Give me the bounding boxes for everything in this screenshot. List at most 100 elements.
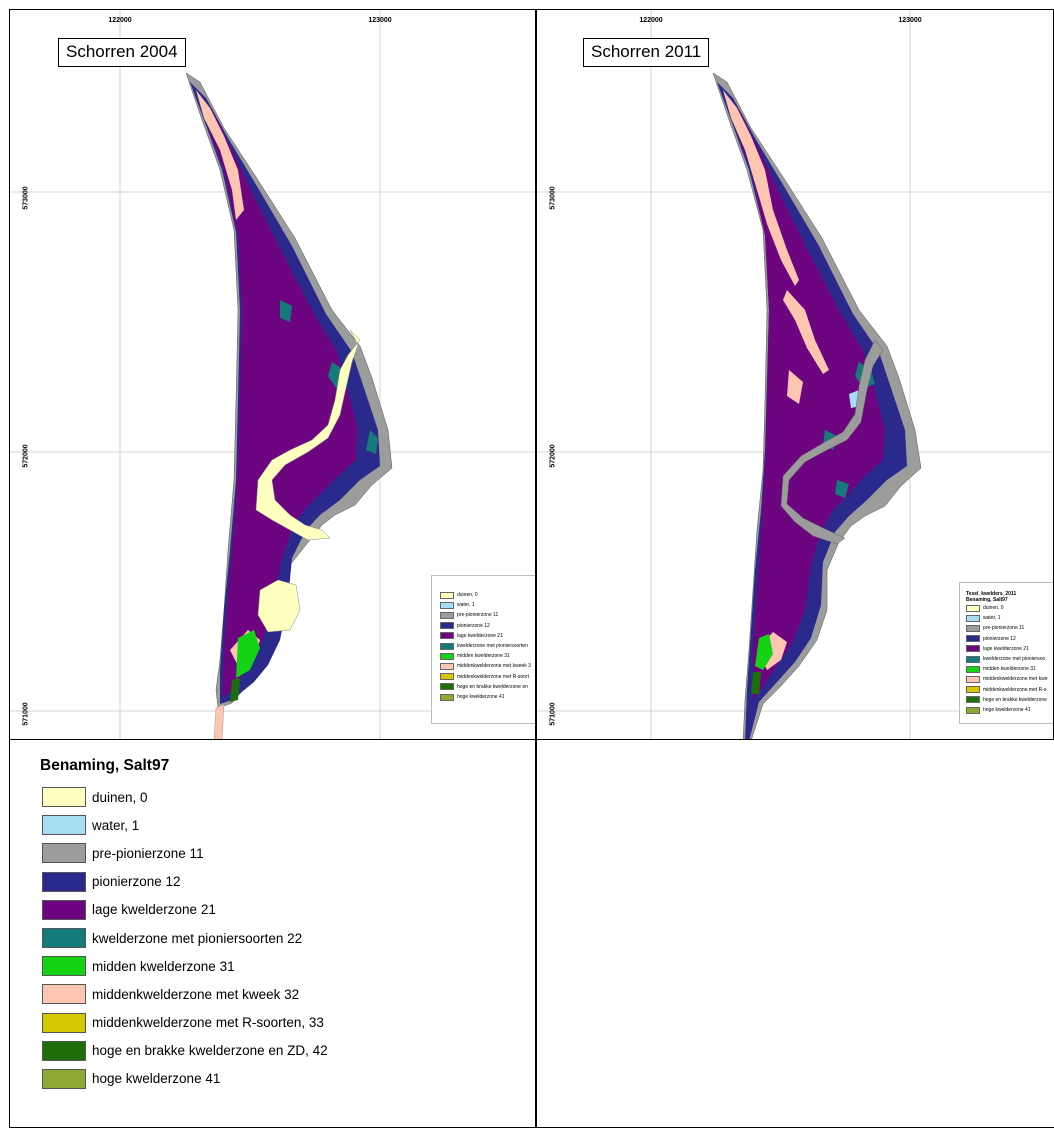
legend-label: middenkwelderzone met R-soorten, 33 bbox=[92, 1015, 324, 1031]
inset-legend-label: midden kwelderzone 31 bbox=[983, 666, 1036, 673]
legend-item: kwelderzone met pioniersoorten 22 bbox=[42, 924, 328, 952]
inset-legend-swatch bbox=[440, 673, 454, 681]
inset-legend-label: water, 1 bbox=[457, 602, 475, 609]
map-title: Schorren 2011 bbox=[583, 38, 710, 67]
legend-label: duinen, 0 bbox=[92, 789, 148, 805]
legend-label: kwelderzone met pioniersoorten 22 bbox=[92, 930, 303, 946]
inset-legend-item: pre-pionierzone 11 bbox=[966, 623, 1053, 633]
legend-item: hoge en brakke kwelderzone en ZD, 42 bbox=[42, 1037, 328, 1065]
inset-legend-item: midden kwelderzone 31 bbox=[966, 664, 1053, 674]
inset-legend-swatch bbox=[966, 706, 980, 714]
legend-swatch bbox=[42, 843, 86, 864]
map-panel-2004: Schorren 2004 122000 123000 573000 57200… bbox=[9, 9, 536, 740]
inset-legend-swatch bbox=[440, 591, 454, 599]
x-tick-label: 123000 bbox=[898, 17, 922, 24]
inset-legend-item: hoge en brakke kwelderzone bbox=[966, 695, 1053, 705]
inset-legend-swatch bbox=[966, 696, 980, 704]
legend-swatch bbox=[42, 1040, 86, 1061]
legend-swatch bbox=[42, 815, 86, 836]
legend-item: middenkwelderzone met R-soorten, 33 bbox=[42, 1009, 328, 1037]
inset-legend-label: pionierzone 12 bbox=[983, 635, 1016, 642]
legend-swatch bbox=[42, 899, 86, 920]
inset-legend-label: midden kwelderzone 31 bbox=[457, 653, 510, 660]
y-tick-label: 573000 bbox=[22, 186, 30, 210]
inset-legend-swatch bbox=[966, 625, 980, 632]
inset-legend-label: kwelderzone met pioniersoo bbox=[983, 656, 1046, 663]
legend-swatch bbox=[42, 956, 86, 977]
inset-legend-item: middenkwelderzone met kwe bbox=[966, 674, 1053, 684]
inset-legend-swatch bbox=[440, 632, 454, 640]
inset-legend-label: hoge en brakke kwelderzone bbox=[983, 696, 1047, 703]
legend-item: pionierzone 12 bbox=[42, 868, 328, 896]
inset-legend-label: hoge en brakke kwelderzone en bbox=[457, 683, 528, 690]
salt-marsh-map-2004 bbox=[10, 10, 535, 739]
inset-legend-label: hoge kwelderzone 41 bbox=[983, 707, 1031, 714]
legend-item: lage kwelderzone 21 bbox=[42, 896, 328, 924]
y-tick-label: 571000 bbox=[22, 702, 30, 726]
inset-legend-swatch bbox=[966, 655, 980, 663]
inset-legend-swatch bbox=[440, 601, 454, 609]
legend-item: duinen, 0 bbox=[42, 783, 328, 811]
inset-legend-item: middenkwelderzone met kweek 3 bbox=[440, 661, 535, 671]
inset-legend-item: pre-pionierzone 11 bbox=[440, 610, 535, 620]
inset-legend-swatch bbox=[440, 693, 454, 701]
y-tick-label: 572000 bbox=[549, 444, 557, 468]
inset-legend-title: Texel_kwelders_2011 bbox=[966, 591, 1017, 597]
map-panel-2011: Schorren 2011 122000 123000 573000 57200… bbox=[536, 9, 1054, 740]
inset-legend-label: lage kwelderzone 21 bbox=[457, 632, 503, 639]
y-tick-label: 571000 bbox=[549, 702, 557, 726]
inset-legend-item: duinen, 0 bbox=[440, 590, 535, 600]
inset-legend-item: pionierzone 12 bbox=[966, 634, 1053, 644]
salt-marsh-map-2011 bbox=[537, 10, 1053, 739]
inset-legend-item: duinen, 0 bbox=[966, 603, 1053, 613]
x-tick-label: 123000 bbox=[368, 17, 392, 24]
inset-legend-item: hoge kwelderzone 41 bbox=[440, 692, 535, 702]
inset-legend-swatch bbox=[966, 665, 980, 673]
inset-legend-item: hoge en brakke kwelderzone en bbox=[440, 682, 535, 692]
legend-label: lage kwelderzone 21 bbox=[92, 902, 216, 918]
inset-legend-swatch bbox=[440, 612, 454, 619]
inset-legend-label: pre-pionierzone 11 bbox=[457, 612, 499, 619]
inset-legend-item: lage kwelderzone 21 bbox=[440, 631, 535, 641]
inset-legend-swatch bbox=[966, 645, 980, 653]
legend-item: water, 1 bbox=[42, 811, 328, 839]
y-tick-label: 573000 bbox=[549, 186, 557, 210]
inset-legend-swatch bbox=[440, 652, 454, 660]
legend-item: hoge kwelderzone 41 bbox=[42, 1065, 328, 1093]
inset-legend-swatch bbox=[440, 622, 454, 630]
inset-legend-item: middenkwelderzone met R-s bbox=[966, 685, 1053, 695]
inset-legend-label: water, 1 bbox=[983, 615, 1001, 622]
legend-label: hoge en brakke kwelderzone en ZD, 42 bbox=[92, 1043, 328, 1059]
inset-legend-item: hoge kwelderzone 41 bbox=[966, 705, 1053, 715]
x-tick-label: 122000 bbox=[639, 17, 663, 24]
legend-item: middenkwelderzone met kweek 32 bbox=[42, 980, 328, 1008]
inset-legend-label: pre-pionierzone 11 bbox=[983, 625, 1025, 632]
inset-legend-item: midden kwelderzone 31 bbox=[440, 651, 535, 661]
legend-list: duinen, 0 water, 1 pre-pionierzone 11 pioni… bbox=[42, 783, 328, 1093]
y-tick-label: 572000 bbox=[22, 444, 30, 468]
inset-legend-item: pionierzone 12 bbox=[440, 621, 535, 631]
inset-legend-item: water, 1 bbox=[440, 600, 535, 610]
inset-legend-item: water, 1 bbox=[966, 613, 1053, 623]
inset-legend-swatch bbox=[966, 614, 980, 622]
inset-legend-item: kwelderzone met pioniersoorten bbox=[440, 641, 535, 651]
inset-legend-label: duinen, 0 bbox=[457, 592, 478, 598]
legend-label: hoge kwelderzone 41 bbox=[92, 1071, 221, 1087]
inset-legend-swatch bbox=[440, 642, 454, 650]
legend-swatch bbox=[42, 787, 86, 808]
inset-legend-label: middenkwelderzone met R-soort bbox=[457, 673, 529, 680]
legend-swatch bbox=[42, 1068, 86, 1089]
inset-legend: duinen, 0 water, 1 pre-pionierzone 11 pioni… bbox=[431, 575, 535, 724]
inset-legend: Texel_kwelders_2011 Benaming, Salt97 duine… bbox=[959, 582, 1053, 724]
inset-legend-item: kwelderzone met pioniersoo bbox=[966, 654, 1053, 664]
legend-title: Benaming, Salt97 bbox=[40, 757, 170, 774]
inset-legend-swatch bbox=[440, 683, 454, 691]
legend-item: pre-pionierzone 11 bbox=[42, 839, 328, 867]
legend-swatch bbox=[42, 984, 86, 1005]
legend-label: pre-pionierzone 11 bbox=[92, 845, 204, 861]
legend-label: midden kwelderzone 31 bbox=[92, 958, 235, 974]
inset-legend-swatch bbox=[966, 604, 980, 612]
inset-legend-label: middenkwelderzone met kwe bbox=[983, 676, 1048, 683]
inset-legend-label: duinen, 0 bbox=[983, 605, 1004, 611]
inset-legend-label: middenkwelderzone met R-s bbox=[983, 686, 1047, 693]
